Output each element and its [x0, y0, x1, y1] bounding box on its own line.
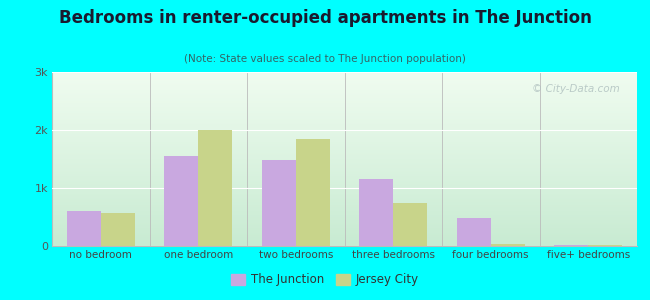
Text: © City-Data.com: © City-Data.com: [532, 84, 619, 94]
Bar: [66, 211, 101, 246]
Bar: [101, 213, 135, 246]
Bar: [296, 139, 330, 246]
Bar: [457, 218, 491, 246]
Bar: [359, 179, 393, 246]
Text: Bedrooms in renter-occupied apartments in The Junction: Bedrooms in renter-occupied apartments i…: [58, 9, 592, 27]
Bar: [164, 156, 198, 246]
Bar: [588, 245, 623, 246]
Legend: The Junction, Jersey City: The Junction, Jersey City: [226, 269, 424, 291]
Bar: [261, 160, 296, 246]
Bar: [198, 130, 233, 246]
Bar: [554, 245, 588, 246]
Bar: [393, 202, 428, 246]
Bar: [491, 244, 525, 246]
Text: (Note: State values scaled to The Junction population): (Note: State values scaled to The Juncti…: [184, 54, 466, 64]
